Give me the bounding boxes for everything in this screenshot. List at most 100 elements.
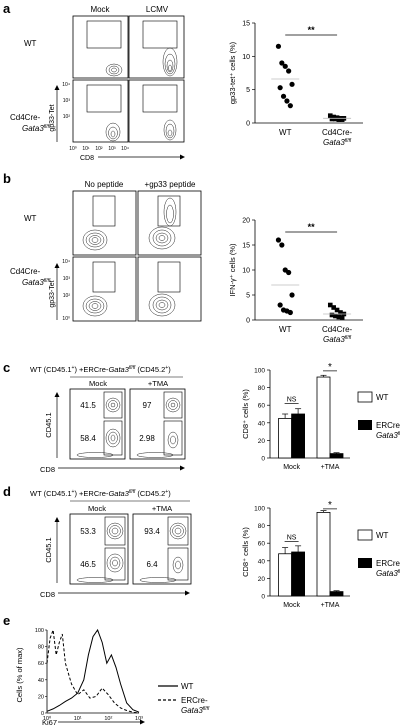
data-point <box>327 113 333 118</box>
gate-a-wt-mock <box>86 20 122 49</box>
panel-a-xtick: 10² <box>95 146 103 152</box>
data-point <box>327 302 333 308</box>
x-tick-label: 10³ <box>135 716 143 722</box>
panel-b-col-gp33: +gp33 peptide <box>145 180 196 189</box>
legend-label-er-gene: Gata3fl/fl <box>376 431 400 440</box>
panel-a-col-mock: Mock <box>90 5 110 14</box>
data-point <box>336 117 342 122</box>
chart-a: 0 5 10 15 gp33-tet⁺ cells (%) WT Cd4Cre-Gata3f… <box>228 21 363 147</box>
panel-d-header: WT (CD45.1+) +ERCre-Gata3fl/fl (CD45.2+) <box>30 489 171 498</box>
y-tick-label: 0 <box>246 121 250 128</box>
legend-swatch-wt <box>357 529 373 541</box>
y-tick-label: 40 <box>38 678 44 684</box>
y-tick-label: 5 <box>246 87 250 94</box>
data-point <box>339 315 345 320</box>
significance-label: NS <box>287 396 297 403</box>
panel-c-x-axis-label: CD8 <box>40 465 55 474</box>
x-category-label: +TMA <box>321 464 340 471</box>
y-tick-label: 60 <box>258 403 266 410</box>
panel-b-ytick: 10³ <box>63 276 71 282</box>
panel-c: c WT (CD45.1+) +ERCre-Gata3fl/fl (CD45.2… <box>3 360 186 474</box>
bar <box>316 376 331 459</box>
contours-d <box>76 522 187 583</box>
flow-plot-b-cd4-gp33 <box>137 256 202 322</box>
panel-a-row-cd4: Cd4Cre- <box>10 113 41 122</box>
y-tick-label: 0 <box>261 456 265 463</box>
flow-plot-d-mock <box>69 513 129 585</box>
y-tick-label: 20 <box>258 438 266 445</box>
panel-a-xtick: 10³ <box>108 146 116 152</box>
flow-plot-c-mock <box>69 388 126 460</box>
flow-plot-c-tma <box>129 388 186 460</box>
bar <box>316 512 331 597</box>
chart-c: 0 20 40 60 80 100 CD8⁺ cells (%) Mock +TMA NS * WT E… <box>241 362 400 471</box>
data-point <box>336 314 342 320</box>
data-point <box>333 313 338 319</box>
panel-a: a Mock LCMV WT Cd4Cre- Gata3fl/fl gp33-T… <box>3 1 185 162</box>
y-tick-label: 100 <box>254 506 265 513</box>
y-tick-label: 100 <box>254 368 265 375</box>
y-tick-label: 80 <box>38 645 44 651</box>
panel-e: e Cells (% of max) Ki67 WT ERCre- Gata3f… <box>3 613 210 727</box>
significance-label: ** <box>308 25 316 35</box>
series-line <box>46 628 140 713</box>
x-tick-label: 10¹ <box>74 716 82 722</box>
panel-b-row-wt: WT <box>24 214 37 223</box>
y-tick-label: 40 <box>258 420 266 427</box>
panel-b-letter: b <box>3 171 11 186</box>
y-tick-label: 60 <box>258 541 266 548</box>
y-tick-label: 20 <box>242 218 250 225</box>
significance-label: NS <box>287 534 297 541</box>
gate-a-cd4-mock <box>86 84 122 113</box>
arrow-icon <box>54 85 60 90</box>
panel-b-row-cd4: Cd4Cre- <box>10 267 41 276</box>
bar <box>278 553 293 597</box>
y-axis-label: IFN-γ⁺ cells (%) <box>228 243 237 297</box>
panel-a-ytick: 10⁴ <box>62 82 70 88</box>
contours-b <box>82 197 177 317</box>
panel-a-letter: a <box>3 1 11 16</box>
gate-d-mock-bot <box>104 547 126 581</box>
significance-label: * <box>328 362 332 373</box>
bar <box>278 417 293 459</box>
y-tick-label: 0 <box>41 711 44 717</box>
gate-a-cd4-lcmv <box>142 84 178 113</box>
flow-plot-a-cd4-lcmv <box>128 79 185 143</box>
panel-a-row-wt: WT <box>24 39 37 48</box>
panel-c-num: 97 <box>143 401 152 410</box>
data-point <box>286 68 292 74</box>
panel-a-row-cd4-gene: Gata3fl/fl <box>22 124 51 133</box>
arrow-icon <box>54 392 60 397</box>
legend-label-wt: WT <box>376 393 389 402</box>
chart-b: 0 5 10 15 20 IFN-γ⁺ cells (%) WT Cd4Cre-Gata3fl… <box>228 218 363 344</box>
significance-label: * <box>328 500 332 511</box>
y-tick-label: 100 <box>35 628 44 634</box>
y-tick-label: 0 <box>261 594 265 601</box>
panel-c-y-axis-label: CD45.1 <box>44 412 53 437</box>
x-tick-label: 10² <box>104 716 112 722</box>
gate-b-wt-no <box>92 195 116 227</box>
data-point <box>279 60 285 66</box>
gate-d-tma-bot <box>167 547 189 581</box>
data-point <box>282 63 288 69</box>
flow-plot-b-cd4-no <box>72 256 137 322</box>
data-point <box>338 310 343 315</box>
panel-d-num: 46.5 <box>80 560 96 569</box>
flow-plot-a-wt-mock <box>72 15 129 79</box>
panel-b: b No peptide +gp33 peptide WT Cd4Cre- Ga… <box>3 171 202 322</box>
panel-a-ytick: 10² <box>63 114 71 120</box>
arrow-icon <box>54 517 60 522</box>
significance-label: ** <box>308 222 316 232</box>
data-point <box>284 98 290 104</box>
contours-c <box>76 397 181 458</box>
legend-label-er: ERCre- <box>376 421 400 430</box>
data-point <box>275 237 282 243</box>
panel-d-num: 53.3 <box>80 527 96 536</box>
arrow-icon <box>180 465 185 471</box>
flow-plot-a-cd4-mock <box>72 79 129 143</box>
x-category-label: WT <box>279 325 292 334</box>
data-point <box>277 85 283 91</box>
data-point <box>280 93 287 99</box>
legend-swatch-er <box>358 558 372 568</box>
panel-d-num: 93.4 <box>144 527 160 536</box>
